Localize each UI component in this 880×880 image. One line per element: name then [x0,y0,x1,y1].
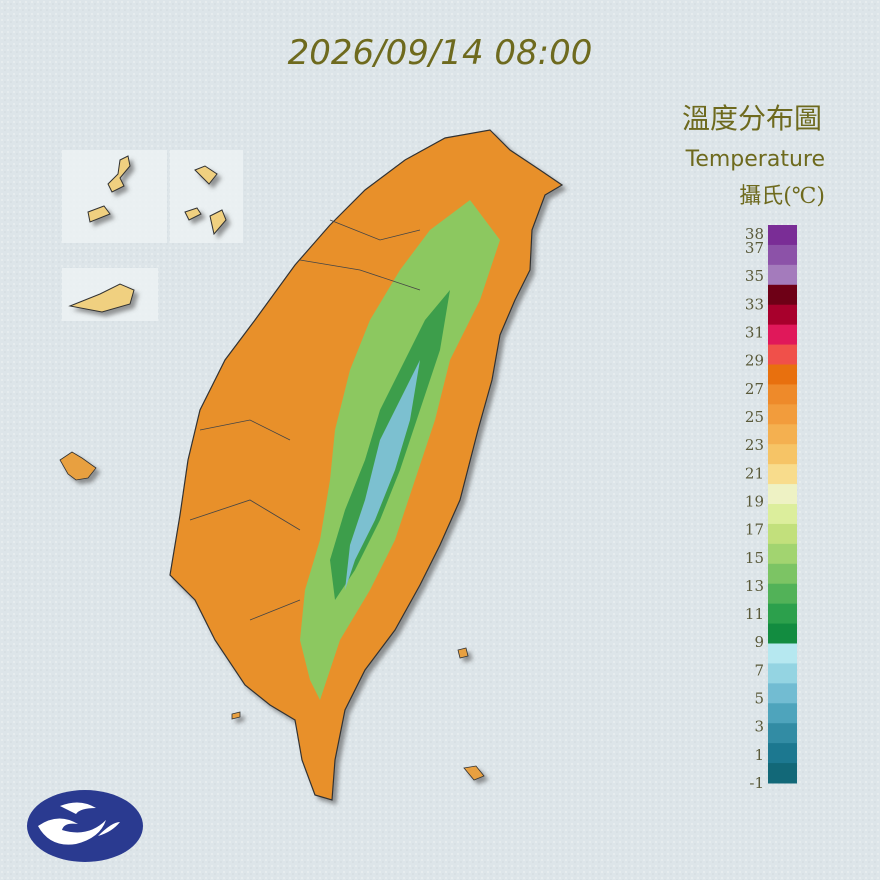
legend-label: 11 [745,605,764,623]
legend-label: 35 [745,267,764,285]
title: 溫度分布圖 [682,102,822,135]
legend-swatch [768,623,797,644]
legend-label: 1 [754,746,764,764]
legend-swatch [768,464,797,485]
legend-swatch [768,504,797,525]
legend-swatch [768,743,797,764]
taiwan [59,129,564,801]
legend-label: 33 [745,295,764,313]
legend-swatch [768,703,797,724]
legend-label: 37 [745,239,764,257]
legend-label: -1 [749,774,764,792]
legend-swatch [768,683,797,704]
legend-swatch [768,284,797,306]
legend-label: 29 [745,352,764,370]
legend-swatch [768,264,797,286]
legend-swatch [768,484,797,505]
legend-label: 21 [745,464,764,482]
unit: 攝氏(℃) [739,184,825,209]
legend-swatch [768,384,797,405]
legend-swatch [768,563,797,585]
legend-swatch [768,523,797,545]
legend-label: 38 [745,225,764,243]
legend-swatch [768,225,797,246]
legend-label: 15 [745,549,764,567]
legend-swatch [768,603,797,625]
legend-label: 17 [745,521,764,539]
legend-swatch [768,344,797,365]
timestamp: 2026/09/14 08:00 [288,33,593,73]
legend-swatch [768,723,797,744]
subtitle: Temperature [685,147,825,172]
legend-label: 27 [745,380,764,398]
legend-label: 7 [754,661,764,679]
legend-swatch [768,763,797,784]
legend-swatch [768,643,797,664]
legend-swatch [768,364,797,385]
legend-label: 13 [745,577,764,595]
legend-label: 31 [745,324,764,342]
legend-label: 25 [745,408,764,426]
legend-swatch [768,404,797,425]
insets [62,150,243,321]
legend-swatch [768,444,797,465]
legend-swatch [768,244,797,266]
legend-swatch [768,583,797,605]
legend-swatch [768,324,797,346]
legend-swatch [768,424,797,445]
legend-label: 5 [754,690,764,708]
legend-label: 9 [754,633,764,651]
legend-label: 19 [745,492,764,510]
legend-label: 3 [754,718,764,736]
logo [27,790,143,862]
legend-swatch [768,304,797,326]
legend-label: 23 [745,436,764,454]
legend-swatch [768,663,797,684]
legend-swatch [768,543,797,565]
